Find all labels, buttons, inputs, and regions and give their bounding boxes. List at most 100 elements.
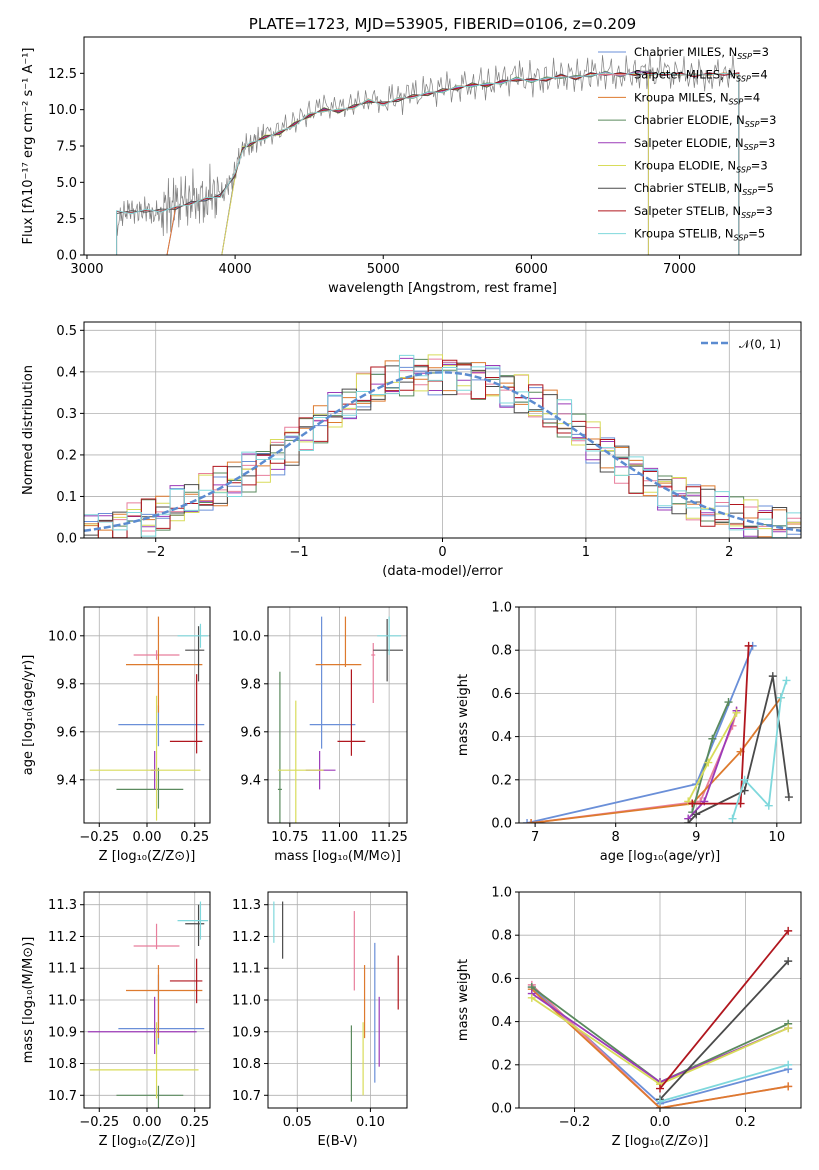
y-axis-label: mass weight xyxy=(456,674,471,756)
x-tick-label: −2 xyxy=(146,545,165,560)
legend-entry: Kroupa MILES, NSSP=4 xyxy=(634,90,760,106)
errorbar-point-7 xyxy=(169,674,203,754)
y-tick-label: 0.2 xyxy=(491,773,512,788)
y-axis-label: Normed distribution xyxy=(21,365,36,495)
y-tick-label: 0.2 xyxy=(491,1058,512,1073)
y-tick-label: 1.0 xyxy=(491,886,512,901)
x-tick-label: 0.05 xyxy=(283,1115,312,1130)
x-tick-label: 0.10 xyxy=(356,1115,385,1130)
y-axis-label: mass weight xyxy=(456,959,471,1041)
x-axis-label: Z [log₁₀(Z/Z⊙)] xyxy=(99,849,196,864)
errorbar-point-3 xyxy=(277,671,282,823)
y-tick-label: 0.4 xyxy=(491,730,512,745)
y-tick-label: 1.0 xyxy=(491,601,512,616)
x-tick-label: −1 xyxy=(290,545,309,560)
weight-marker xyxy=(784,926,793,935)
y-axis-label: age [log₁₀(age/yr)] xyxy=(21,655,36,776)
errorbar-point-7 xyxy=(337,669,366,756)
errorbar-point-8 xyxy=(177,901,209,940)
x-tick-label: 0.2 xyxy=(735,1115,756,1130)
weight-series-8 xyxy=(728,676,791,823)
weight-series-6 xyxy=(656,957,793,1104)
chart-mass_vs_Z: −0.25 0.00 0.25 10.7 10.8 10.9 11.0 11.1 11.2 11.… xyxy=(21,891,211,1149)
weight-marker xyxy=(708,734,717,743)
x-tick-label: 1 xyxy=(582,545,590,560)
y-tick-label: 0.4 xyxy=(491,1015,512,1030)
y-tick-label: 9.4 xyxy=(56,773,77,788)
axes-frame xyxy=(267,606,408,824)
x-tick-label: 6000 xyxy=(515,262,548,277)
errorbar-point-4 xyxy=(87,996,197,1054)
errorbar-point-1 xyxy=(133,923,180,950)
x-tick-label: 5000 xyxy=(367,262,400,277)
errorbar-point-1 xyxy=(371,643,376,703)
weight-marker xyxy=(768,672,777,681)
x-tick-label: 0.00 xyxy=(133,1115,162,1130)
y-tick-label: 11.2 xyxy=(232,930,261,945)
y-tick-label: 9.8 xyxy=(240,677,261,692)
y-tick-label: 0.1 xyxy=(56,490,77,505)
y-tick-label: 10.9 xyxy=(232,1025,261,1040)
errorbar-point-0 xyxy=(118,705,205,747)
y-tick-label: 10.8 xyxy=(232,1057,261,1072)
y-tick-label: 0.8 xyxy=(491,644,512,659)
y-tick-label: 11.3 xyxy=(48,898,77,913)
axes-frame xyxy=(267,891,408,1109)
chart-age_vs_mass: 10.75 11.00 11.25 9.4 9.6 9.8 10.0 mass [log₁₀(… xyxy=(232,606,408,864)
axes-frame xyxy=(83,606,211,824)
model-spectrum-4 xyxy=(221,71,649,255)
y-tick-label: 5.0 xyxy=(56,176,77,191)
y-tick-label: 11.0 xyxy=(48,994,77,1009)
chart-residuals: −2 −1 0 1 2 0.0 0.1 0.2 0.3 0.4 0.5 (data-model)/er… xyxy=(21,321,802,579)
x-tick-label: 0.0 xyxy=(650,1115,671,1130)
x-tick-label: 4000 xyxy=(219,262,252,277)
legend-entry: Salpeter STELIB, NSSP=3 xyxy=(634,204,773,220)
y-tick-label: 0.0 xyxy=(491,1102,512,1117)
y-tick-label: 7.5 xyxy=(56,140,77,155)
legend-entry: Kroupa STELIB, NSSP=5 xyxy=(634,227,765,243)
errorbar-point-5 xyxy=(277,700,324,823)
axes-frame xyxy=(518,891,802,1109)
errorbar-point-3 xyxy=(116,767,184,809)
y-tick-label: 0.2 xyxy=(56,448,77,463)
errorbar-point-0 xyxy=(118,974,205,1045)
model-spectrum-8 xyxy=(116,72,740,255)
axes-frame xyxy=(83,891,211,1109)
normal-curve xyxy=(84,371,801,532)
weight-marker xyxy=(684,819,693,823)
weight-marker xyxy=(784,1060,793,1069)
y-tick-label: 11.2 xyxy=(48,930,77,945)
weight-marker xyxy=(704,758,713,767)
weight-marker xyxy=(784,793,793,802)
weight-series-5 xyxy=(684,708,741,806)
x-tick-label: 11.25 xyxy=(371,830,408,845)
weight-marker xyxy=(776,693,785,702)
y-tick-label: 12.5 xyxy=(48,67,77,82)
x-tick-label: 10 xyxy=(769,830,786,845)
errorbar-point-5 xyxy=(89,1022,199,1099)
chart-title: PLATE=1723, MJD=53905, FIBERID=0106, z=0… xyxy=(249,15,636,33)
y-axis-label: Flux [fλ10⁻¹⁷ erg cm⁻² s⁻¹ A⁻¹] xyxy=(21,48,36,245)
weight-marker xyxy=(784,1024,793,1033)
legend-entry: 𝒩(0, 1) xyxy=(739,337,781,351)
weight-marker xyxy=(523,819,532,823)
weight-marker xyxy=(728,814,737,823)
x-tick-label: 9 xyxy=(692,830,700,845)
chart-age_vs_Z: −0.25 0.00 0.25 9.4 9.6 9.8 10.0 Z [log₁₀(Z/Z⊙)… xyxy=(21,606,211,864)
y-tick-label: 9.6 xyxy=(56,725,77,740)
errorbar-point-6 xyxy=(373,619,404,682)
y-tick-label: 0.3 xyxy=(56,407,77,422)
weight-marker xyxy=(782,676,791,685)
x-tick-label: 8 xyxy=(612,830,620,845)
errorbar-point-2 xyxy=(126,965,203,1039)
y-tick-label: 11.1 xyxy=(232,962,261,977)
weight-marker xyxy=(527,993,536,1002)
weight-marker xyxy=(740,775,749,784)
x-axis-label: Z [log₁₀(Z/Z⊙)] xyxy=(612,1134,709,1149)
y-tick-label: 11.1 xyxy=(48,962,77,977)
errorbar-point-8 xyxy=(377,616,402,655)
weight-marker xyxy=(724,698,733,707)
axes-frame xyxy=(518,606,802,824)
x-tick-label: −0.25 xyxy=(79,830,119,845)
x-tick-label: 10.75 xyxy=(271,830,308,845)
